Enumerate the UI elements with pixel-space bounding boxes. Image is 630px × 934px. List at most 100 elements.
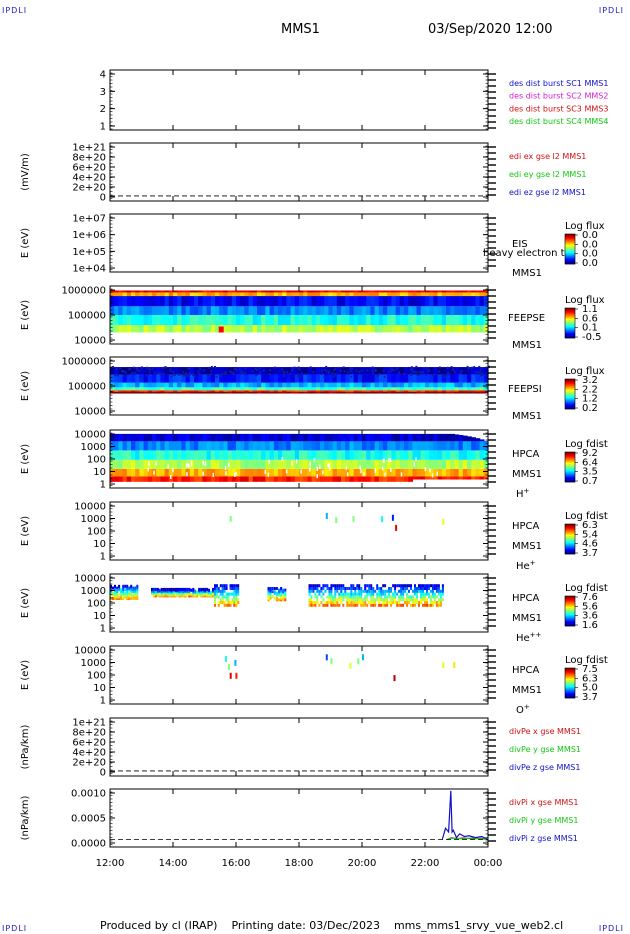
colorbar-cell [565, 382, 575, 384]
spectrogram-cell [152, 441, 157, 451]
spectrogram-cell [357, 367, 363, 375]
spectrogram-cell [458, 435, 464, 442]
spectrogram-cell [231, 387, 237, 391]
spectrogram-cell [378, 382, 384, 388]
spectrogram-cell [433, 592, 436, 596]
spectrogram-cell [170, 587, 173, 591]
spectrogram-cell [311, 367, 317, 375]
colorbar-cell [565, 528, 575, 530]
panel-frame [109, 717, 489, 777]
colorbar-cell [565, 609, 575, 611]
spectrogram-cell [286, 468, 292, 477]
spectrogram-cell [156, 390, 161, 393]
spectrogram-speckle [339, 369, 342, 372]
spectrogram-cell [382, 584, 385, 588]
spectrogram-cell [177, 374, 182, 383]
spectrogram-cell [342, 598, 345, 602]
spectrogram-cell [320, 292, 325, 297]
spectrogram-cell [282, 433, 287, 442]
spectrogram-cell [139, 325, 145, 333]
spectrogram-cell [370, 374, 376, 383]
spectrogram-cell [310, 589, 313, 593]
colorbar-tick-label: 6.3 [582, 673, 598, 684]
spectrogram-cell [286, 290, 292, 293]
spectrogram-cell [204, 592, 207, 596]
spectrogram-cell [164, 468, 170, 477]
spectrogram-cell [202, 306, 208, 315]
spectrogram-cell [164, 382, 170, 388]
spectrogram-cell [356, 601, 359, 604]
colorbar-cell [565, 388, 575, 390]
spectrogram-speckle [360, 369, 363, 372]
spectrogram-cell [299, 382, 304, 388]
spectrogram-cell [168, 325, 174, 333]
colorbar-title: Log fdist [565, 583, 608, 594]
y-axis-label: (mV/m) [20, 153, 31, 191]
spectrogram-cell [332, 296, 338, 307]
spectrogram-cell [286, 367, 292, 375]
spectrogram-cell [433, 325, 439, 333]
spectrogram-cell [370, 603, 373, 607]
spectrogram-cell [374, 392, 380, 394]
spectrogram-speckle [297, 373, 300, 376]
spectrogram-cell [233, 595, 236, 599]
spectrogram-cell [122, 591, 125, 595]
spectrogram-cell [185, 367, 191, 375]
spectrogram-cell [454, 367, 460, 375]
spectrogram-cell [160, 589, 163, 593]
spectrogram-cell [280, 587, 283, 590]
spectrogram-cell [332, 382, 338, 388]
spectrogram-cell [233, 589, 236, 593]
spectrogram-cell [446, 296, 451, 307]
spectrogram-cell [286, 382, 292, 388]
legend-entry: des dist burst SC4 MMS4 [509, 117, 608, 126]
spectrogram-cell [162, 592, 165, 596]
spectrogram-cell [345, 387, 350, 391]
spectrogram-cell [131, 315, 136, 326]
colorbar-cell [565, 616, 575, 618]
spectrogram-cell [471, 382, 476, 388]
spectrogram-cell [374, 292, 380, 297]
spectrogram-cell [177, 382, 182, 388]
spectrogram-cell [392, 584, 395, 588]
spectrogram-cell [388, 587, 391, 590]
spectrogram-cell [366, 603, 369, 607]
spectrogram-cell [311, 441, 317, 451]
spectrogram-cell [400, 584, 403, 588]
spectrogram-cell [336, 290, 342, 293]
spectrogram-cell [374, 598, 377, 602]
spectrogram-cell [399, 382, 405, 388]
spectrogram-cell [429, 367, 434, 375]
spectrogram-cell [233, 584, 236, 588]
spectrogram-cell [458, 382, 464, 388]
spectrogram-cell [143, 296, 149, 307]
spectrogram-cell [240, 374, 245, 383]
spectrogram-cell [435, 601, 438, 604]
spectrogram-cell [110, 325, 115, 333]
spectrogram-cell [344, 592, 347, 596]
colorbar-tick-label: 0.1 [582, 323, 598, 334]
y-tick-label: 6e+20 [72, 163, 106, 174]
spectrogram-cell [210, 290, 216, 293]
y-tick-label: 0.0005 [71, 814, 106, 825]
spectrogram-cell [290, 392, 296, 394]
spectrogram-cell [402, 592, 405, 596]
spectrogram-cell [314, 584, 317, 588]
spectrogram-cell [326, 603, 329, 607]
spectrogram-cell [408, 468, 413, 477]
spectrogram-cell [404, 433, 409, 442]
spectrogram-cell [124, 584, 127, 588]
spectrogram-cell [370, 325, 376, 333]
spectrogram-cell [340, 595, 343, 599]
spectrogram-speckle [375, 370, 377, 373]
spectrogram-cell [467, 292, 472, 297]
colorbar-cell [565, 620, 575, 622]
spectrogram-cell [437, 601, 440, 604]
spectrogram-cell [231, 598, 234, 602]
spectrogram-cell [408, 374, 413, 383]
spectrogram-cell [139, 367, 145, 375]
spectrogram-cell [357, 325, 363, 333]
spectrogram-cell [206, 315, 212, 326]
spectrogram-cell [257, 450, 262, 460]
spectrogram-cell [314, 587, 317, 590]
